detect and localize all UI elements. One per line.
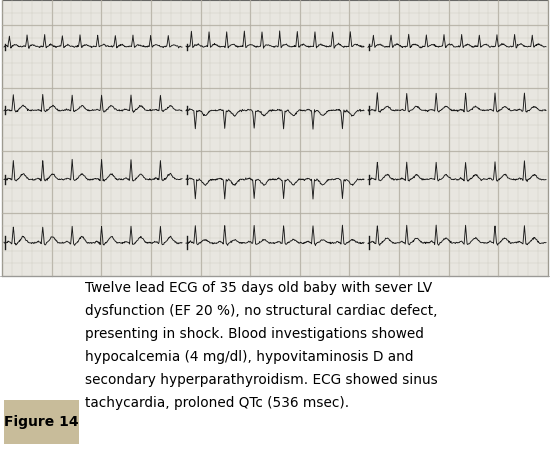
Text: dysfunction (EF 20 %), no structural cardiac defect,: dysfunction (EF 20 %), no structural car… <box>85 304 437 318</box>
Bar <box>4 400 79 444</box>
Text: Twelve lead ECG of 35 days old baby with sever LV: Twelve lead ECG of 35 days old baby with… <box>85 281 432 295</box>
Text: secondary hyperparathyroidism. ECG showed sinus: secondary hyperparathyroidism. ECG showe… <box>85 373 438 387</box>
Bar <box>2 0 548 276</box>
Text: tachycardia, proloned QTc (536 msec).: tachycardia, proloned QTc (536 msec). <box>85 396 349 410</box>
Text: Figure 14: Figure 14 <box>4 415 79 429</box>
Text: presenting in shock. Blood investigations showed: presenting in shock. Blood investigation… <box>85 327 424 341</box>
Text: hypocalcemia (4 mg/dl), hypovitaminosis D and: hypocalcemia (4 mg/dl), hypovitaminosis … <box>85 350 414 364</box>
